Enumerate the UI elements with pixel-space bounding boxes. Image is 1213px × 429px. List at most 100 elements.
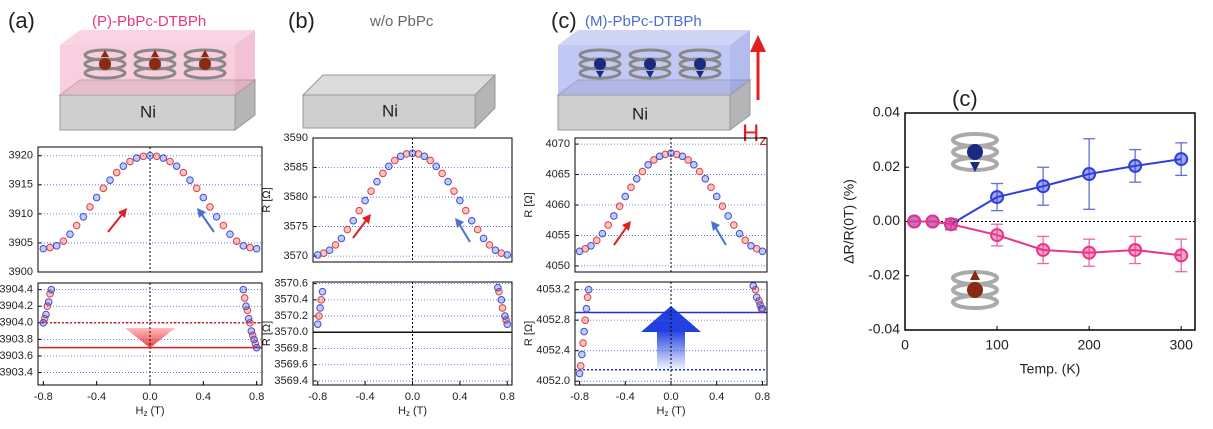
data-point: [655, 152, 664, 161]
y-tick-label: 3910: [9, 208, 33, 220]
data-point: [690, 161, 698, 169]
data-point: [39, 244, 48, 253]
data-point: [92, 193, 101, 202]
data-point: [724, 212, 732, 220]
y-tick-label: 3570.2: [274, 310, 308, 322]
data-point: [1174, 248, 1189, 263]
y-tick-label: 3585: [284, 161, 308, 173]
y-tick-label: 3903.8: [0, 333, 33, 345]
y-axis-label: ΔR/R(0T) (%): [841, 179, 857, 264]
data-point: [707, 183, 715, 192]
block-label: Ni: [140, 102, 156, 121]
y-tick-label: 4055: [546, 229, 570, 241]
y-tick-label: 3570: [284, 250, 308, 262]
y-tick-label: 3904.4: [0, 284, 33, 296]
data-point: [497, 296, 506, 304]
block-c: [556, 30, 752, 131]
data-point: [212, 212, 221, 221]
data-point: [632, 175, 641, 183]
y-tick-label: 4053.2: [536, 284, 570, 296]
data-point: [627, 183, 635, 192]
data-point: [99, 184, 108, 193]
data-point: [493, 283, 502, 292]
data-point: [206, 203, 214, 211]
data-point: [361, 196, 369, 205]
data-point: [86, 203, 94, 211]
data-point: [650, 156, 658, 164]
data-point: [990, 228, 1005, 243]
data-point: [1128, 158, 1143, 173]
plot-frame: [37, 146, 263, 273]
data-point: [1174, 152, 1189, 167]
error-bar: [991, 182, 1004, 212]
y-tick-label: 3570.4: [274, 294, 308, 306]
data-point: [408, 149, 417, 158]
data-point: [316, 304, 324, 312]
data-point: [718, 202, 727, 211]
data-point: [621, 192, 630, 201]
data-point: [106, 176, 114, 184]
data-point: [355, 206, 363, 215]
data-point: [159, 154, 168, 162]
x-axis-label-main: H: [657, 405, 665, 417]
field-label-main: H: [742, 120, 759, 147]
data-point: [243, 306, 252, 315]
y-tick-label: 3904.2: [0, 300, 33, 312]
data-point: [79, 212, 88, 221]
block-a: [58, 30, 257, 131]
y-tick-label: 3570.0: [274, 326, 308, 338]
x-tick-label: 0.8: [755, 391, 770, 403]
data-point: [944, 217, 959, 232]
data-point: [172, 162, 181, 170]
y-tick-label: 3903.4: [0, 366, 33, 378]
data-point: [46, 243, 54, 252]
error-bar: [1129, 235, 1142, 265]
data-point: [758, 247, 767, 256]
data-point: [582, 304, 591, 313]
data-point: [47, 285, 56, 294]
data-point: [239, 242, 248, 250]
y-tick-label: 4060: [546, 199, 570, 211]
error-bar: [1129, 148, 1142, 183]
data-point: [701, 175, 710, 183]
block-label: Ni: [382, 101, 398, 120]
data-point: [232, 237, 241, 245]
data-point: [244, 314, 253, 323]
data-point: [119, 162, 128, 170]
panel-title: (P)-PbPc-DTBPh: [92, 13, 206, 30]
field-label: Hz: [742, 120, 767, 149]
data-point: [331, 241, 340, 249]
y-tick-label: 3569.8: [274, 342, 308, 354]
x-axis-label-unit: (T): [671, 405, 685, 417]
plot-frame: [312, 281, 513, 386]
data-point: [379, 169, 387, 178]
panel-label: (c): [551, 8, 577, 33]
data-point: [667, 149, 675, 158]
data-point: [587, 242, 595, 250]
y-tick-label: 3903.6: [0, 350, 33, 362]
data-point: [503, 320, 512, 328]
helix-icons: [951, 132, 999, 310]
data-point: [615, 202, 624, 211]
data-point: [240, 294, 249, 302]
y-axis-label: R [Ω]: [261, 187, 273, 212]
data-point: [741, 236, 750, 245]
data-point: [179, 168, 188, 177]
data-point: [498, 304, 507, 312]
data-point: [581, 316, 590, 324]
data-point: [152, 152, 161, 161]
data-point: [39, 319, 48, 327]
data-point: [450, 187, 458, 195]
data-point: [598, 229, 607, 238]
x-axis-label: Hz (T): [657, 405, 686, 418]
y-tick-label: 3904.0: [0, 317, 33, 329]
y-tick-label: 0.04: [873, 104, 900, 120]
panel-title: w/o PbPc: [369, 13, 434, 30]
field-label-sub: z: [759, 132, 767, 149]
x-tick-label: 0.4: [709, 391, 724, 403]
data-point: [695, 167, 704, 176]
data-point: [925, 214, 940, 229]
x-tick-label: 0.8: [249, 391, 264, 403]
data-point: [46, 289, 54, 298]
data-point: [252, 244, 261, 253]
